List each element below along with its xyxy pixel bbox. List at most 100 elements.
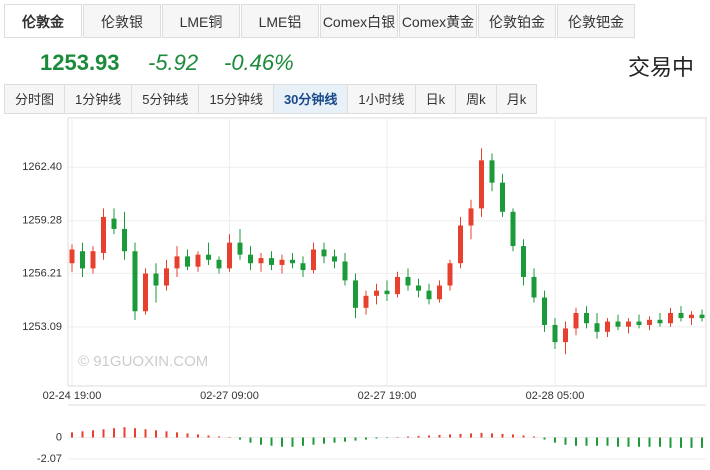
candle-body — [195, 254, 201, 267]
candle-body — [258, 258, 264, 264]
tab[interactable]: 1分钟线 — [64, 84, 133, 114]
candle-body — [689, 314, 694, 319]
candle-body — [594, 323, 600, 332]
macd-bar — [585, 437, 588, 446]
macd-bar — [228, 436, 231, 438]
macd-bar — [81, 431, 84, 438]
candle-body — [374, 290, 379, 296]
y-tick-label: 1256.21 — [22, 267, 62, 279]
macd-bar — [249, 437, 252, 443]
candle-body — [657, 319, 663, 324]
tab[interactable]: LME铝 — [241, 4, 319, 38]
candle-body — [237, 242, 243, 255]
macd-bar — [428, 435, 430, 438]
macd-bar — [407, 436, 409, 438]
candle-body — [69, 249, 75, 264]
change: -5.92 — [148, 50, 199, 75]
candle-body — [311, 249, 316, 271]
macd-bar — [669, 437, 672, 448]
macd-bar — [533, 436, 535, 438]
tab[interactable]: 日k — [414, 84, 457, 114]
macd-bar — [207, 435, 210, 438]
candle-body — [248, 254, 253, 264]
macd-bar — [470, 433, 472, 438]
candle-body — [185, 256, 190, 267]
plot-frame — [67, 117, 707, 387]
tab[interactable]: 周k — [455, 84, 497, 114]
macd-bar — [102, 429, 105, 438]
candle-body — [510, 211, 516, 247]
candle-body — [479, 160, 484, 209]
macd-bar — [176, 432, 178, 438]
candle-body — [584, 312, 589, 324]
candle-body — [132, 251, 138, 312]
candle-body — [300, 263, 306, 271]
macd-bar — [690, 437, 693, 448]
x-tick-label: 02-27 09:00 — [200, 390, 259, 402]
macd-bar — [365, 437, 367, 440]
candle-body — [500, 182, 505, 212]
watermark: © 91GUOXIN.COM — [78, 353, 208, 370]
tab[interactable]: 伦敦金 — [4, 4, 82, 38]
macd-bar — [291, 437, 294, 447]
candle-body — [563, 328, 568, 343]
tab[interactable]: 5分钟线 — [131, 84, 200, 114]
candle-body — [206, 254, 211, 260]
macd-bar — [512, 434, 514, 438]
macd-bar — [197, 434, 199, 438]
macd-bar — [123, 427, 126, 438]
y-tick-label: 1253.09 — [22, 321, 62, 333]
macd-bar — [554, 437, 556, 443]
candle-body — [458, 225, 463, 264]
macd-bar — [92, 430, 94, 438]
tab[interactable]: 30分钟线 — [272, 84, 349, 114]
candle-body — [437, 285, 442, 300]
macd-bar — [596, 437, 598, 446]
x-tick-label: 02-27 19:00 — [358, 390, 417, 402]
candle-body — [101, 216, 106, 253]
tab[interactable]: Comex黄金 — [399, 4, 477, 38]
macd-bar — [659, 437, 661, 447]
macd-bar — [564, 437, 567, 445]
candle-body — [636, 321, 642, 325]
tab[interactable]: 月k — [495, 84, 538, 114]
macd-bar — [270, 437, 273, 446]
x-tick-label: 02-28 05:00 — [526, 390, 585, 402]
tab[interactable]: 伦敦银 — [83, 4, 161, 38]
tab[interactable]: Comex白银 — [320, 4, 398, 38]
macd-bar — [480, 432, 483, 438]
tab[interactable]: 1小时线 — [347, 84, 416, 114]
candle-body — [122, 228, 127, 252]
candle-body — [80, 251, 85, 269]
macd-bar — [701, 437, 703, 448]
candle-body — [153, 273, 159, 286]
tab[interactable]: 伦敦钯金 — [557, 4, 635, 38]
macd-bar — [333, 437, 336, 443]
candle-body — [605, 321, 610, 332]
macd-bar — [344, 437, 346, 442]
tab[interactable]: 分时图 — [4, 84, 66, 114]
tab[interactable]: LME铜 — [162, 4, 240, 38]
candle-body — [542, 297, 547, 325]
candle-body — [353, 280, 358, 308]
candle-body — [216, 259, 222, 269]
macd-bar — [186, 433, 189, 438]
candle-body — [269, 258, 274, 265]
macd-bar — [543, 437, 546, 440]
macd-bar — [312, 437, 315, 445]
candle-body — [290, 259, 295, 264]
candle-body — [426, 290, 432, 300]
candle-body — [468, 208, 474, 226]
y-tick-label: -2.07 — [37, 453, 62, 465]
tab[interactable]: 15分钟线 — [198, 84, 274, 114]
macd-bar — [113, 428, 115, 438]
candle-body — [405, 276, 411, 286]
tab[interactable]: 伦敦铂金 — [478, 4, 556, 38]
change-pct: -0.46% — [224, 50, 294, 75]
candle-body — [384, 290, 390, 295]
candle-body — [363, 295, 369, 308]
x-tick-label: 02-24 19:00 — [43, 390, 102, 402]
candle-body — [143, 273, 148, 312]
y-tick-label: 1259.28 — [22, 215, 62, 227]
